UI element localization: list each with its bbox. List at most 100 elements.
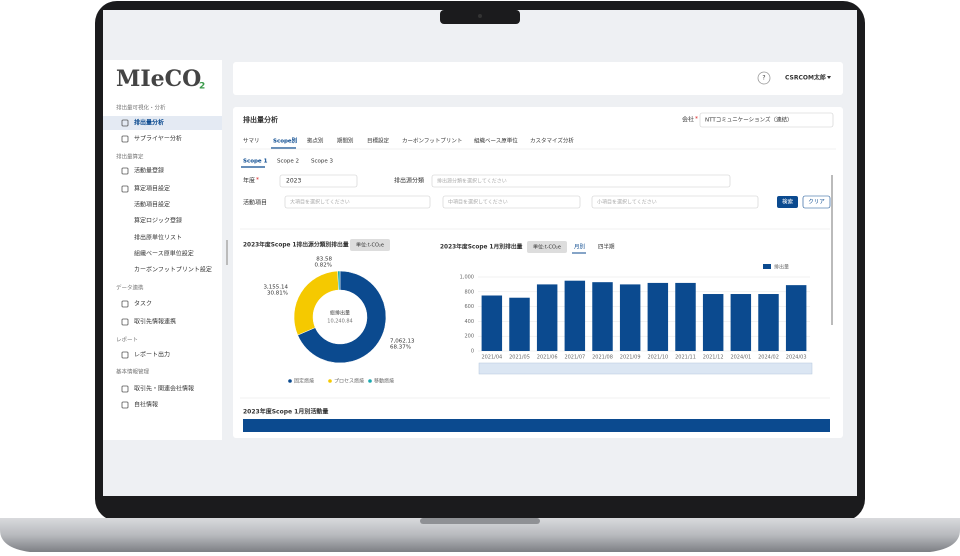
form-label: 活動項目	[243, 199, 267, 207]
legend-swatch	[368, 379, 372, 383]
year-value[interactable]: 2023	[286, 178, 301, 185]
bar	[730, 294, 752, 351]
activity-select[interactable]	[591, 195, 759, 209]
x-tick-label: 2021/08	[592, 355, 613, 361]
search-label[interactable]: 検索	[782, 198, 794, 206]
legend-label: 固定燃焼	[294, 378, 314, 385]
menu-icon	[121, 300, 129, 308]
x-tick-label: 2024/02	[758, 355, 779, 361]
y-tick-label: 1,000	[460, 275, 474, 281]
menu-item[interactable]: 自社情報	[134, 401, 158, 409]
logo-sub: 2	[199, 82, 205, 92]
tab[interactable]: カスタマイズ分析	[530, 137, 574, 145]
menu-icon	[121, 401, 129, 409]
scope-tab[interactable]: Scope 3	[311, 159, 334, 165]
legend-swatch	[328, 379, 332, 383]
main-scrollbar	[831, 175, 833, 325]
bar	[675, 282, 696, 351]
camera	[478, 14, 482, 18]
tab[interactable]: カーボンフットプリント	[402, 137, 462, 145]
menu-item[interactable]: 算定ロジック登録	[134, 217, 182, 225]
company-value[interactable]: NTTコミュニケーションズ（連結）	[705, 116, 793, 124]
clear-label[interactable]: クリア	[808, 199, 825, 206]
menu-icon	[121, 119, 129, 127]
bar	[702, 294, 724, 351]
menu-item[interactable]: 取引先・関連会社情報	[134, 385, 194, 393]
x-tick-label: 2021/04	[481, 355, 502, 361]
page-title: 排出量分析	[243, 115, 278, 124]
logo: MIeCO	[116, 66, 201, 92]
tab[interactable]: 拠点別	[307, 137, 324, 145]
form-label: 排出源分類	[394, 177, 424, 185]
scope-tab[interactable]: Scope 2	[277, 159, 299, 165]
x-tick-label: 2021/09	[620, 355, 641, 361]
sidebar-section: 排出量可視化・分析	[116, 104, 166, 112]
period-toggle[interactable]: 四半期	[598, 243, 615, 251]
menu-icon	[121, 135, 129, 143]
clear-button[interactable]	[802, 195, 831, 209]
bar	[619, 284, 641, 351]
menu-item[interactable]: レポート出力	[134, 351, 170, 359]
zoom-slider[interactable]	[478, 362, 813, 375]
tab[interactable]: サマリ	[243, 138, 260, 145]
menu-item[interactable]: 排出原単位リスト	[134, 234, 182, 242]
x-tick-label: 2024/03	[786, 355, 807, 361]
help-button[interactable]	[757, 71, 771, 85]
value-label: 83.58	[316, 257, 332, 263]
activity-select[interactable]	[284, 195, 431, 209]
menu-item[interactable]: 組織ベース原単位設定	[134, 250, 194, 258]
source-placeholder[interactable]: 排出源分類を選択してください	[437, 178, 507, 185]
screen-bottom	[103, 440, 857, 496]
x-tick-label: 2021/10	[647, 355, 668, 361]
company-select[interactable]	[699, 112, 834, 128]
base-notch	[420, 518, 540, 524]
period-toggle[interactable]: 月別	[574, 243, 585, 251]
tab[interactable]: 目標設定	[367, 137, 390, 145]
section-title: 2023年度Scope 1月別活動量	[243, 408, 328, 416]
tab[interactable]: 期間別	[337, 137, 354, 145]
bar	[592, 282, 613, 351]
share-label: 30.81%	[267, 291, 288, 297]
bar	[785, 285, 807, 351]
search-button[interactable]	[777, 196, 798, 208]
menu-item[interactable]: 活動項目設定	[134, 201, 170, 209]
activity-placeholder[interactable]: 大項目を選択してください	[290, 199, 350, 206]
menu-item[interactable]: 取引先情報連携	[134, 318, 176, 326]
table-header	[243, 419, 830, 432]
menu-item[interactable]: タスク	[134, 300, 152, 308]
source-select[interactable]	[431, 174, 731, 188]
main-card	[233, 107, 843, 438]
year-input[interactable]	[279, 174, 358, 188]
menu-icon	[121, 318, 129, 326]
sidebar-section: レポート	[116, 337, 138, 344]
company-required: *	[695, 116, 698, 123]
scope-tab[interactable]: Scope 1	[243, 159, 268, 165]
tab[interactable]: Scope別	[273, 137, 298, 145]
activity-select[interactable]	[442, 195, 581, 209]
tab[interactable]: 組織ベース原単位	[474, 137, 518, 145]
form-required: *	[256, 177, 259, 184]
x-tick-label: 2021/07	[564, 355, 585, 361]
help-label[interactable]: ?	[762, 75, 765, 82]
unit-badge	[350, 239, 390, 251]
menu-item[interactable]: カーボンフットプリント設定	[134, 266, 212, 274]
activity-placeholder[interactable]: 小項目を選択してください	[597, 199, 657, 206]
menu-item[interactable]: 算定項目設定	[134, 185, 170, 193]
user-name[interactable]: CSRCOM太郎	[785, 74, 826, 82]
company-label: 会社	[682, 116, 694, 124]
laptop-base	[0, 518, 960, 552]
chart-title: 2023年度Scope 1月別排出量	[440, 243, 523, 251]
menu-item[interactable]: サプライヤー分析	[134, 135, 182, 143]
menu-item[interactable]: 排出量分析	[134, 119, 164, 127]
menu-icon	[121, 385, 129, 393]
bar	[481, 295, 503, 351]
menu-item[interactable]: 活動量登録	[134, 167, 164, 175]
sidebar-section: 基本情報管理	[116, 368, 150, 376]
sidebar-section: 排出量算定	[116, 153, 144, 161]
activity-placeholder[interactable]: 中項目を選択してください	[448, 199, 508, 206]
center-value: 10,240.84	[327, 319, 352, 325]
y-tick-label: 200	[464, 334, 474, 340]
bar	[536, 284, 558, 351]
bar	[647, 282, 669, 351]
